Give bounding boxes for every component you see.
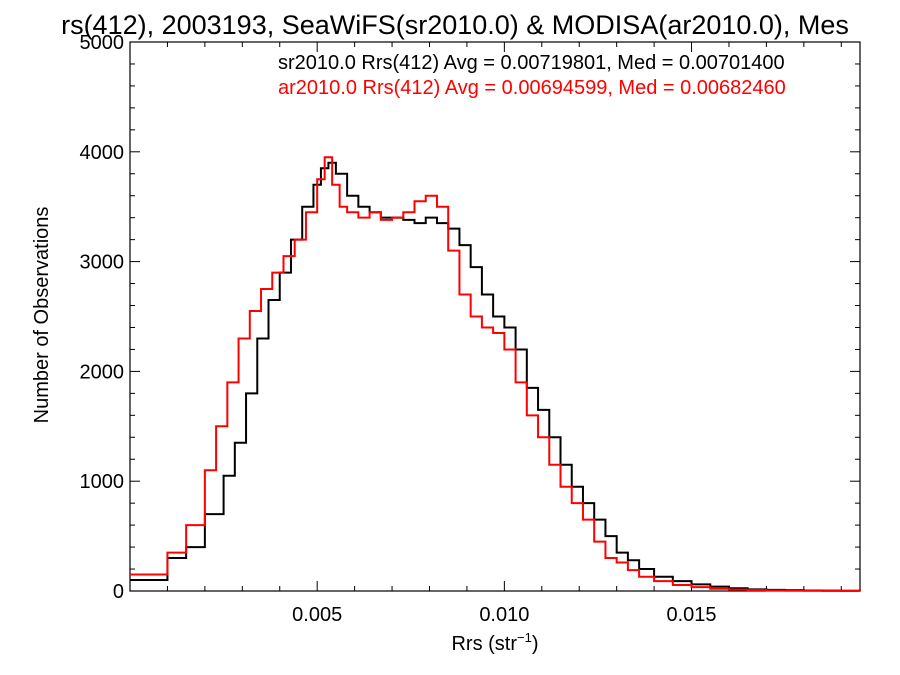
series-line-sr2010 (130, 161, 861, 592)
x-axis-label-superscript: −1 (517, 630, 532, 645)
x-tick-label: 0.015 (667, 604, 717, 626)
x-axis-label: Rrs (str−1) (451, 630, 538, 655)
x-axis-label-close: ) (532, 633, 539, 655)
series-line-ar2010 (130, 156, 861, 592)
y-tick-label: 3000 (80, 252, 125, 274)
y-axis-ticks: 0 1000 2000 3000 4000 5000 (80, 32, 860, 603)
y-tick-label: 1000 (80, 471, 125, 493)
chart-title: rs(412), 2003193, SeaWiFS(sr2010.0) & MO… (61, 10, 849, 40)
y-axis-label: Number of Observations (31, 207, 53, 424)
legend-text-ar2010: ar2010.0 Rrs(412) Avg = 0.00694599, Med … (278, 77, 786, 99)
y-tick-label: 4000 (80, 142, 125, 164)
x-tick-label: 0.005 (292, 604, 342, 626)
plot-frame (129, 41, 861, 592)
y-tick-label: 5000 (80, 32, 125, 54)
legend-annotations: sr2010.0 Rrs(412) Avg = 0.00719801, Med … (278, 52, 786, 99)
plot-area-border (129, 41, 861, 592)
series-layer (130, 156, 861, 592)
y-tick-label: 0 (113, 581, 124, 603)
legend-text-sr2010: sr2010.0 Rrs(412) Avg = 0.00719801, Med … (278, 52, 785, 74)
y-tick-label: 2000 (80, 361, 125, 383)
x-axis-ticks: 0.005 0.010 0.015 (166, 42, 842, 626)
x-tick-label: 0.010 (479, 604, 529, 626)
